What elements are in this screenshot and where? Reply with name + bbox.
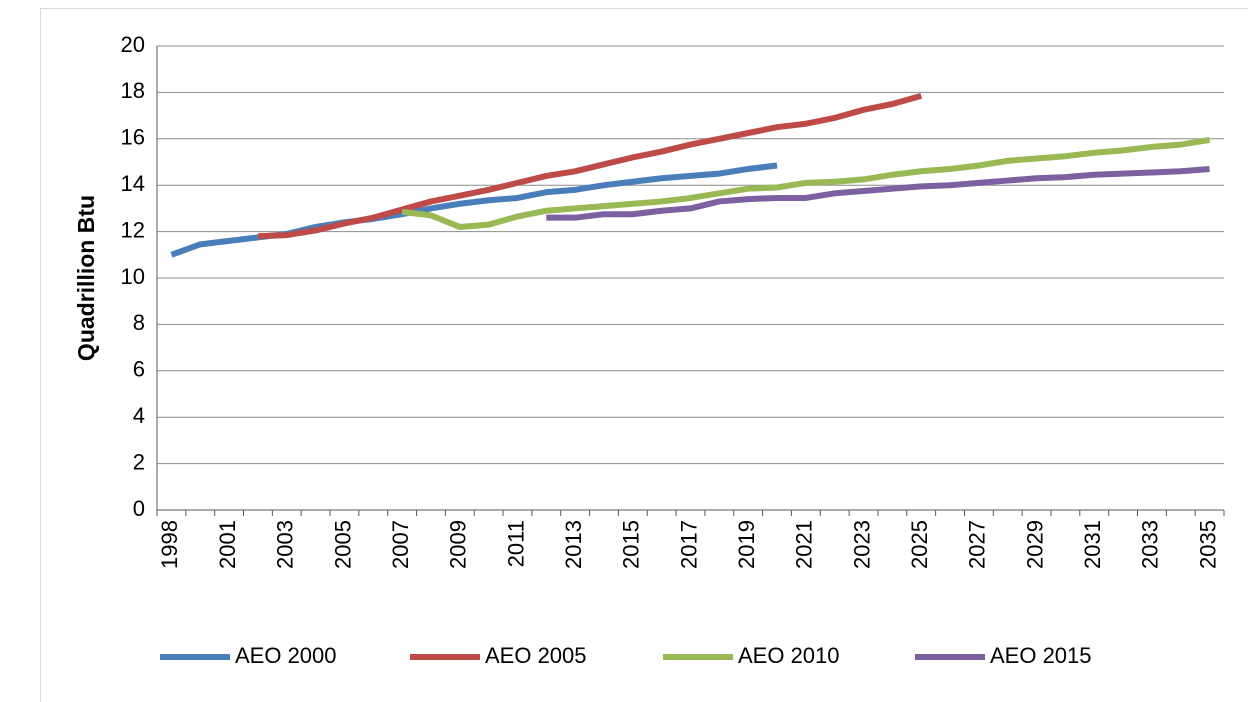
line-series	[257, 92, 923, 240]
legend-label: AEO 2000	[235, 643, 337, 668]
y-tick-label: 16	[121, 125, 145, 150]
y-tick-label: 2	[133, 449, 145, 474]
x-tick-label: 2025	[907, 520, 932, 569]
x-tick-label: 2011	[503, 520, 528, 567]
x-tick-label: 2021	[792, 520, 817, 569]
x-tick-label: 2017	[676, 520, 701, 569]
x-tick-label: 2027	[965, 520, 990, 569]
y-tick-label: 14	[121, 171, 145, 196]
y-tick-label: 6	[133, 357, 145, 382]
legend-label: AEO 2010	[738, 643, 840, 668]
x-tick-label: 2029	[1022, 520, 1047, 569]
y-tick-label: 0	[133, 496, 145, 521]
y-tick-label: 8	[133, 310, 145, 335]
x-tick-label: 2013	[561, 520, 586, 569]
x-tick-label: 2007	[388, 520, 413, 569]
x-tick-label: 2023	[849, 520, 874, 569]
line-series	[401, 136, 1211, 230]
x-tick-label: 2005	[330, 520, 355, 569]
x-tick-label: 1998	[157, 520, 182, 569]
x-tick-label: 2035	[1195, 520, 1220, 569]
line-series	[546, 165, 1210, 221]
x-tick-label: 2033	[1138, 520, 1163, 569]
x-tick-label: 2019	[734, 520, 759, 569]
x-tick-label: 2015	[619, 520, 644, 569]
x-tick-label: 2003	[273, 520, 298, 569]
legend-label: AEO 2015	[990, 643, 1092, 668]
y-tick-label: 12	[121, 217, 145, 242]
y-tick-label: 4	[133, 403, 145, 428]
chart-frame	[40, 8, 1248, 702]
y-tick-label: 10	[121, 264, 145, 289]
y-tick-label: 18	[121, 78, 145, 103]
x-tick-label: 2031	[1080, 520, 1105, 569]
x-tick-label: 2009	[446, 520, 471, 569]
legend-label: AEO 2005	[485, 643, 587, 668]
y-tick-label: 20	[121, 32, 145, 57]
x-tick-label: 2001	[215, 520, 240, 569]
y-axis-title: Quadrillion Btu	[73, 195, 99, 361]
